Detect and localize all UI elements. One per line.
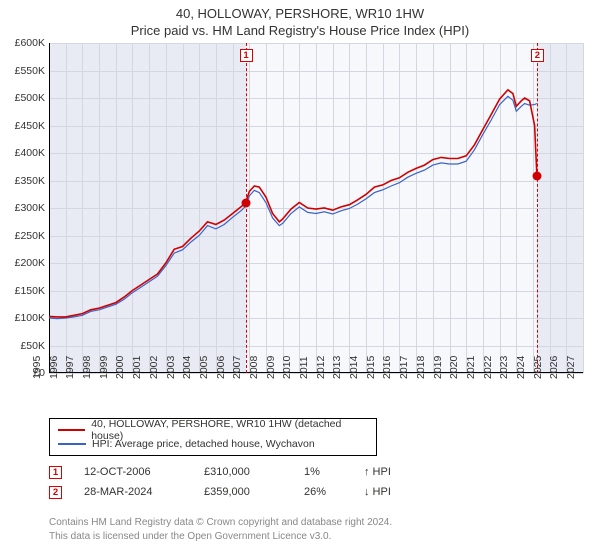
x-axis-label: 2022 — [482, 356, 494, 379]
x-axis-label: 2007 — [231, 356, 243, 379]
x-axis-label: 2003 — [165, 356, 177, 379]
x-axis-label: 2026 — [548, 356, 560, 379]
transaction-dot — [241, 198, 250, 207]
x-axis-label: 2010 — [281, 356, 293, 379]
x-axis-label: 1998 — [81, 356, 93, 379]
x-axis-label: 2001 — [131, 356, 143, 379]
legend-label: HPI: Average price, detached house, Wych… — [92, 438, 315, 450]
transaction-price: £359,000 — [204, 486, 304, 498]
x-axis-label: 1996 — [48, 356, 60, 379]
footer-line-1: Contains HM Land Registry data © Crown c… — [49, 516, 392, 530]
y-axis-label: £50K — [5, 340, 45, 352]
transaction-row: 2 28-MAR-2024£359,00026%↓ HPI — [49, 482, 391, 502]
x-axis-label: 2004 — [181, 356, 193, 379]
x-axis-label: 2025 — [532, 356, 544, 379]
chart-title-sub: Price paid vs. HM Land Registry's House … — [0, 21, 600, 42]
transaction-marker-box: 2 — [531, 49, 544, 62]
line-series-svg — [49, 43, 583, 373]
transaction-date: 12-OCT-2006 — [84, 466, 204, 478]
chart-title-address: 40, HOLLOWAY, PERSHORE, WR10 1HW — [0, 0, 600, 21]
transaction-id-box: 1 — [49, 466, 62, 479]
x-axis-label: 2014 — [348, 356, 360, 379]
transaction-relative: 1% — [304, 466, 364, 478]
y-axis-label: £150K — [5, 285, 45, 297]
y-axis-label: £100K — [5, 312, 45, 324]
x-axis-label: 2011 — [298, 356, 310, 379]
x-axis-label: 2020 — [448, 356, 460, 379]
x-axis-label: 1997 — [64, 356, 76, 379]
x-axis-label: 2013 — [331, 356, 343, 379]
transaction-date: 28-MAR-2024 — [84, 486, 204, 498]
y-axis-label: £600K — [5, 37, 45, 49]
x-axis-label: 2016 — [381, 356, 393, 379]
x-axis-label: 2024 — [515, 356, 527, 379]
footer-attribution: Contains HM Land Registry data © Crown c… — [49, 516, 392, 543]
x-axis-label: 1999 — [98, 356, 110, 379]
chart-plot-area: 12 — [49, 43, 583, 373]
x-axis-label: 2012 — [315, 356, 327, 379]
transaction-relative: 26% — [304, 486, 364, 498]
transaction-id-box: 2 — [49, 486, 62, 499]
legend-swatch — [58, 429, 85, 431]
transaction-dot — [532, 171, 541, 180]
x-axis-label: 2018 — [415, 356, 427, 379]
x-axis-label: 1995 — [31, 356, 43, 379]
series-line — [49, 90, 537, 317]
x-axis-label: 2005 — [198, 356, 210, 379]
transaction-hpi-direction: ↓ HPI — [364, 486, 391, 498]
transaction-hpi-direction: ↑ HPI — [364, 466, 391, 478]
x-axis-label: 2000 — [114, 356, 126, 379]
legend-box: 40, HOLLOWAY, PERSHORE, WR10 1HW (detach… — [49, 418, 377, 456]
transaction-price: £310,000 — [204, 466, 304, 478]
transactions-table: 1 12-OCT-2006£310,0001%↑ HPI 2 28-MAR-2024£… — [49, 462, 391, 502]
y-axis-label: £200K — [5, 257, 45, 269]
x-axis-label: 2017 — [398, 356, 410, 379]
y-axis-label: £350K — [5, 175, 45, 187]
x-axis-label: 2009 — [265, 356, 277, 379]
x-axis-label: 2008 — [248, 356, 260, 379]
footer-line-2: This data is licensed under the Open Gov… — [49, 530, 392, 544]
y-axis-label: £450K — [5, 120, 45, 132]
x-axis-label: 2023 — [498, 356, 510, 379]
x-axis-label: 2006 — [215, 356, 227, 379]
y-axis-label: £400K — [5, 147, 45, 159]
y-axis-label: £500K — [5, 92, 45, 104]
x-axis-label: 2015 — [365, 356, 377, 379]
legend-swatch — [58, 443, 86, 445]
x-axis-label: 2021 — [465, 356, 477, 379]
transaction-marker-box: 1 — [240, 49, 253, 62]
x-axis-label: 2027 — [565, 356, 577, 379]
x-axis-label: 2019 — [432, 356, 444, 379]
y-axis-label: £300K — [5, 202, 45, 214]
x-axis-label: 2002 — [148, 356, 160, 379]
transaction-row: 1 12-OCT-2006£310,0001%↑ HPI — [49, 462, 391, 482]
y-axis-label: £550K — [5, 65, 45, 77]
y-axis-label: £250K — [5, 230, 45, 242]
legend-item: 40, HOLLOWAY, PERSHORE, WR10 1HW (detach… — [58, 423, 368, 437]
